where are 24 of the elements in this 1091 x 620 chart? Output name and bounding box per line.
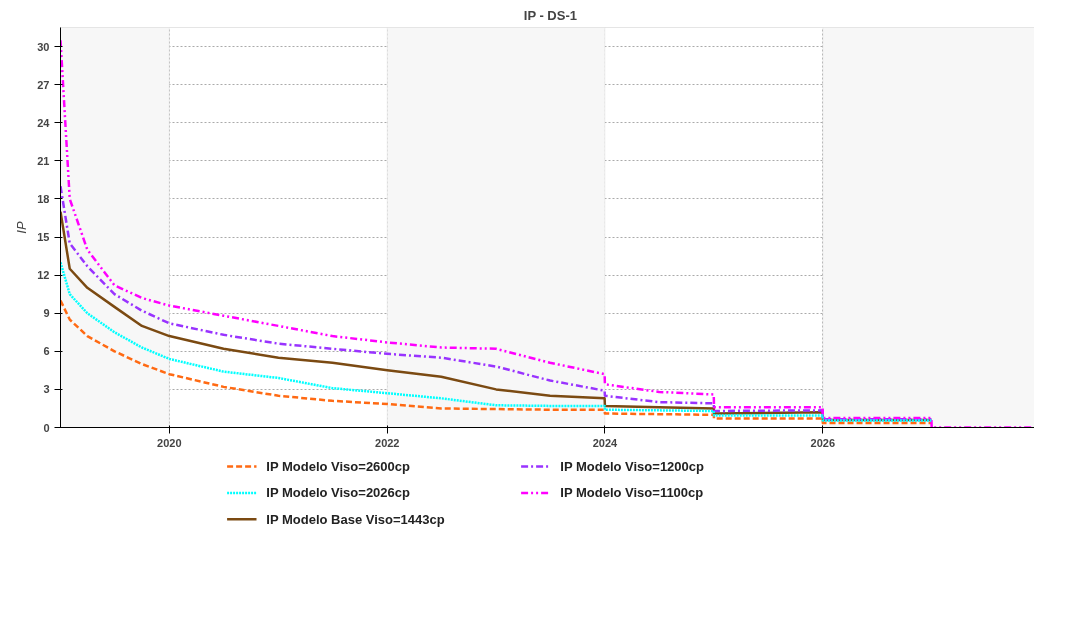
y-tick-label: 12 [37,269,50,282]
y-tick-label: 30 [37,40,50,53]
y-tick-label: 0 [43,421,50,434]
legend-label: IP Modelo Viso=1100cp [560,485,704,501]
y-axis-title: IP [14,221,30,234]
y-tick-label: 18 [37,192,50,205]
x-tick-label: 2026 [810,436,836,449]
y-tick-label: 6 [43,345,50,358]
chart-title: IP - DS-1 [523,7,577,23]
y-tick-label: 21 [37,154,50,167]
x-tick-label: 2022 [375,436,400,449]
legend-label: IP Modelo Viso=2026cp [266,485,411,501]
legend-label: IP Modelo Base Viso=1443cp [266,511,445,527]
line-series [60,299,933,425]
y-tick-label: 3 [43,383,50,396]
x-tick-label: 2024 [592,436,619,449]
y-tick-label: 27 [37,78,50,91]
legend-label: IP Modelo Viso=1200cp [560,459,705,474]
y-tick-label: 15 [37,231,50,244]
y-tick-label: 9 [43,307,50,320]
legend-label: IP Modelo Viso=2600cp [266,459,411,474]
line-series [60,261,933,422]
x-tick-label: 2020 [157,436,182,449]
y-tick-label: 24 [37,116,51,129]
